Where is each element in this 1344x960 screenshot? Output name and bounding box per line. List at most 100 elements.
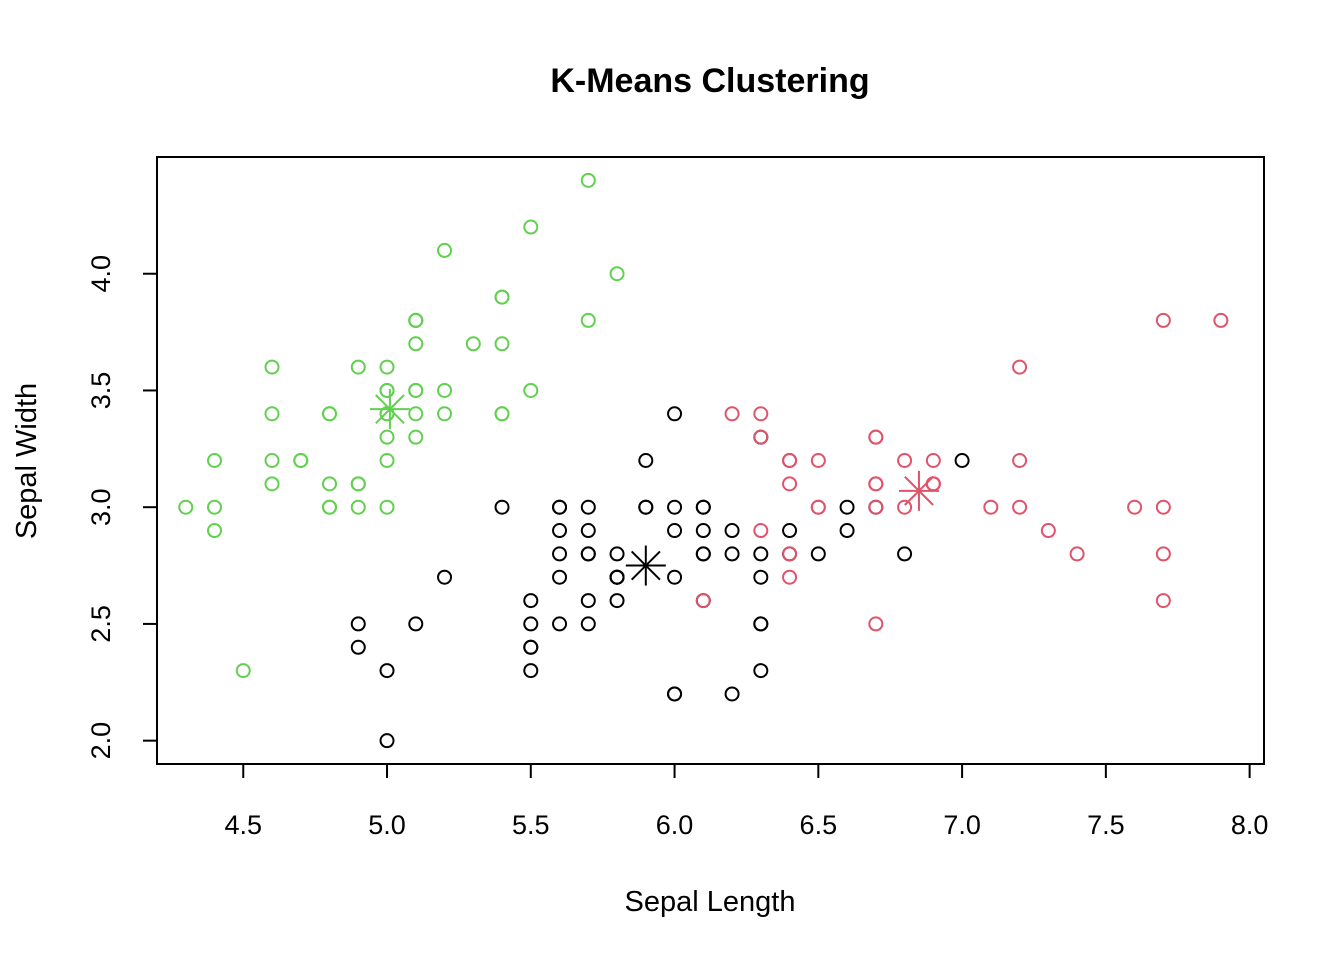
data-point (408, 336, 424, 352)
data-point (839, 499, 855, 515)
data-point (609, 546, 625, 562)
data-point (839, 523, 855, 539)
data-point (1127, 499, 1143, 515)
data-point (753, 406, 769, 422)
x-tick-label: 7.0 (943, 810, 981, 840)
data-point (868, 476, 884, 492)
data-point (350, 476, 366, 492)
data-point (753, 616, 769, 632)
y-tick-label: 4.0 (86, 255, 116, 293)
data-point (552, 569, 568, 585)
x-tick-label: 6.5 (800, 810, 838, 840)
data-point (178, 499, 194, 515)
cluster-center-marker (625, 545, 666, 586)
data-point (207, 499, 223, 515)
data-point (983, 499, 999, 515)
data-point (1040, 523, 1056, 539)
data-point (552, 546, 568, 562)
data-point (695, 523, 711, 539)
data-point (782, 546, 798, 562)
plot-frame (156, 156, 1265, 765)
data-point (609, 593, 625, 609)
data-point (753, 663, 769, 679)
data-point (322, 499, 338, 515)
x-axis: 4.5 5.0 5.5 6.0 6.5 7.0 7.5 8.0 (224, 763, 1269, 840)
data-point (523, 663, 539, 679)
data-point (264, 406, 280, 422)
data-point (207, 523, 223, 539)
data-point (1155, 546, 1171, 562)
data-point (580, 312, 596, 328)
data-point (523, 219, 539, 235)
data-point (724, 686, 740, 702)
data-point (580, 499, 596, 515)
data-point (695, 499, 711, 515)
data-point (954, 453, 970, 468)
data-point (782, 569, 798, 585)
data-point (264, 359, 280, 375)
data-point (724, 546, 740, 562)
data-point (782, 476, 798, 492)
data-point (379, 663, 395, 679)
data-point (580, 546, 596, 562)
x-axis-label: Sepal Length (625, 886, 796, 918)
x-tick-label: 5.5 (512, 810, 550, 840)
data-point (667, 499, 683, 515)
data-point (494, 336, 510, 352)
data-point (322, 406, 338, 422)
data-point (322, 476, 338, 492)
data-point (235, 663, 251, 679)
data-point (695, 546, 711, 562)
y-tick-label: 2.5 (86, 605, 116, 643)
data-point (552, 499, 568, 515)
data-point (580, 593, 596, 609)
x-tick-label: 4.5 (224, 810, 262, 840)
data-point (782, 453, 798, 468)
data-point (379, 429, 395, 445)
data-point (810, 453, 826, 468)
data-point (810, 499, 826, 515)
data-point (437, 406, 453, 422)
x-tick-label: 8.0 (1231, 810, 1269, 840)
data-point (1012, 499, 1028, 515)
data-point (207, 453, 223, 468)
data-point (667, 406, 683, 422)
data-point (1012, 359, 1028, 375)
x-tick-label: 7.5 (1087, 810, 1125, 840)
y-axis: 2.0 2.5 3.0 3.5 4.0 (86, 255, 158, 760)
data-point (609, 569, 625, 585)
data-point (1155, 593, 1171, 609)
data-point (408, 429, 424, 445)
data-point (437, 242, 453, 258)
data-point (437, 382, 453, 398)
data-point (552, 616, 568, 632)
data-point (638, 453, 654, 468)
data-point (379, 733, 395, 749)
data-point (408, 406, 424, 422)
data-point (868, 616, 884, 632)
data-point (580, 616, 596, 632)
data-point (925, 453, 941, 468)
data-point (897, 453, 913, 468)
y-axis-label: Sepal Width (11, 383, 43, 539)
data-point (1155, 312, 1171, 328)
data-point (408, 312, 424, 328)
data-point (408, 382, 424, 398)
data-points (178, 172, 1229, 749)
data-point (1155, 499, 1171, 515)
data-point (724, 523, 740, 539)
data-point (350, 499, 366, 515)
data-point (523, 593, 539, 609)
data-point (667, 686, 683, 702)
y-tick-label: 2.0 (86, 722, 116, 760)
data-point (1213, 312, 1229, 328)
data-point (523, 639, 539, 655)
data-point (379, 499, 395, 515)
data-point (523, 382, 539, 398)
data-point (580, 172, 596, 188)
data-point (638, 499, 654, 515)
y-tick-label: 3.5 (86, 372, 116, 410)
data-point (667, 569, 683, 585)
cluster-center-marker (369, 389, 410, 430)
